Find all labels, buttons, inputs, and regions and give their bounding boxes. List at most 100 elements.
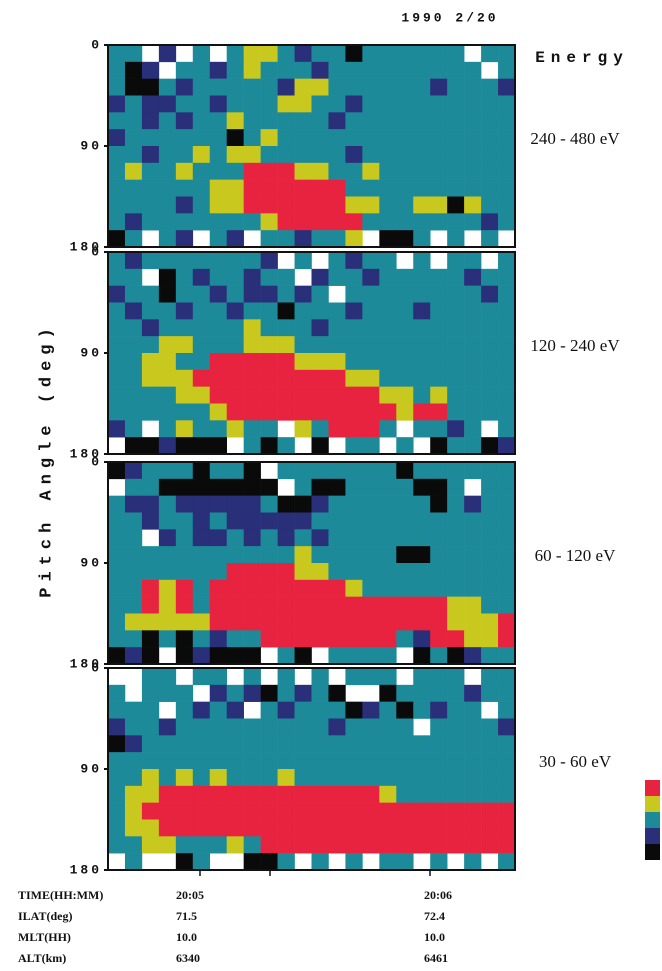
heatmap-cell [311, 437, 329, 455]
heatmap-cell [277, 769, 295, 787]
heatmap-cell [192, 701, 211, 719]
heatmap-cell [362, 162, 380, 180]
heatmap-cell [209, 129, 228, 147]
heatmap-cell [243, 437, 261, 455]
heatmap-cell [141, 319, 160, 337]
heatmap-cell [498, 285, 516, 303]
heatmap-cell [328, 596, 346, 614]
y-tick-label: 180 [70, 446, 102, 461]
heatmap-cell [294, 563, 312, 581]
heatmap-cell [226, 752, 244, 770]
heatmap-cell [362, 563, 380, 581]
heatmap-cell [209, 819, 228, 837]
heatmap-cell [430, 285, 448, 303]
heatmap-cell [294, 462, 312, 480]
heatmap-cell [311, 61, 329, 79]
heatmap-cell [345, 546, 363, 564]
heatmap-cell [277, 684, 295, 702]
heatmap-cell [413, 45, 431, 63]
heatmap-cell [277, 668, 295, 686]
heatmap-cell [141, 285, 160, 303]
heatmap-cell [277, 579, 295, 597]
heatmap-cell [447, 403, 465, 421]
heatmap-cell [277, 285, 295, 303]
heatmap-cell [311, 369, 329, 387]
heatmap-cell [243, 819, 261, 837]
heatmap-cell [413, 353, 431, 371]
heatmap-cell [498, 437, 516, 455]
heatmap-cell [362, 769, 380, 787]
heatmap-cell [124, 853, 143, 871]
heatmap-cell [345, 230, 363, 248]
heatmap-cell [243, 769, 261, 787]
heatmap-cell [277, 336, 295, 354]
heatmap-cell [294, 319, 312, 337]
heatmap-cell [175, 112, 194, 130]
heatmap-cell [345, 735, 363, 753]
heatmap-cell [277, 546, 295, 564]
heatmap-cell [396, 61, 414, 79]
heatmap-cell [430, 302, 448, 320]
heatmap-cell [209, 836, 228, 854]
heatmap-cell [108, 819, 126, 837]
heatmap-cell [209, 95, 228, 113]
heatmap-cell [141, 836, 160, 854]
heatmap-cell [430, 563, 448, 581]
heatmap-cell [192, 437, 211, 455]
heatmap-cell [192, 386, 211, 404]
heatmap-cell [209, 613, 228, 631]
heatmap-cell [413, 179, 431, 197]
heatmap-cell [447, 95, 465, 113]
heatmap-cell [447, 179, 465, 197]
heatmap-cell [379, 563, 397, 581]
heatmap-cell [413, 802, 431, 820]
heatmap-cell [311, 196, 329, 214]
heatmap-cell [108, 403, 126, 421]
heatmap-cell [413, 336, 431, 354]
heatmap-cell [277, 146, 295, 164]
heatmap-cell [108, 785, 126, 803]
heatmap-cell [345, 420, 363, 438]
heatmap-cell [447, 213, 465, 231]
heatmap-cell [396, 478, 414, 496]
heatmap-cell [481, 213, 499, 231]
heatmap-cell [124, 95, 143, 113]
heatmap-cell [209, 785, 228, 803]
heatmap-cell [108, 563, 126, 581]
heatmap-cell [328, 386, 346, 404]
heatmap-cell [464, 403, 482, 421]
heatmap-cell [447, 718, 465, 736]
heatmap-cell [498, 478, 516, 496]
heatmap-cell [277, 61, 295, 79]
heatmap-cell [260, 563, 278, 581]
heatmap-cell [447, 386, 465, 404]
heatmap-cell [362, 668, 380, 686]
heatmap-cell [294, 78, 312, 96]
heatmap-cell [243, 403, 261, 421]
heatmap-cell [192, 579, 211, 597]
heatmap-cell [243, 162, 261, 180]
heatmap-cell [447, 437, 465, 455]
heatmap-cell [277, 853, 295, 871]
heatmap-cell [141, 819, 160, 837]
heatmap-cell [447, 735, 465, 753]
heatmap-cell [175, 285, 194, 303]
heatmap-cell [379, 478, 397, 496]
heatmap-cell [175, 179, 194, 197]
heatmap-cell [311, 386, 329, 404]
heatmap-cell [158, 196, 177, 214]
heatmap-cell [413, 285, 431, 303]
heatmap-cell [226, 213, 244, 231]
heatmap-cell [362, 285, 380, 303]
heatmap-cell [124, 647, 143, 665]
heatmap-cell [294, 403, 312, 421]
heatmap-cell [209, 146, 228, 164]
heatmap-cell [311, 701, 329, 719]
heatmap-cell [124, 45, 143, 63]
heatmap-cell [345, 252, 363, 270]
heatmap-cell [345, 462, 363, 480]
heatmap-cell [175, 701, 194, 719]
heatmap-cell [498, 735, 516, 753]
heatmap-cell [379, 462, 397, 480]
heatmap-cell [362, 512, 380, 530]
